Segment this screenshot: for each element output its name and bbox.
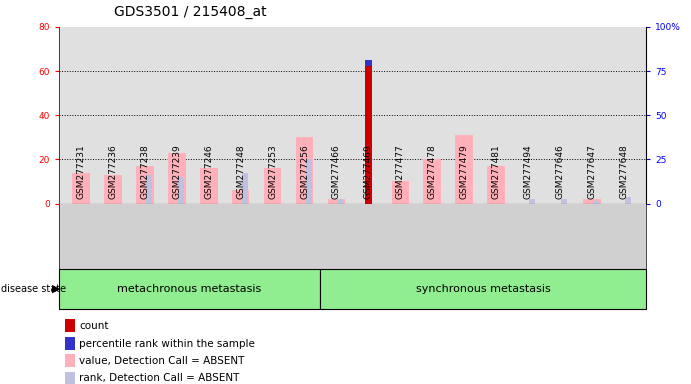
Text: synchronous metastasis: synchronous metastasis xyxy=(415,284,550,294)
Text: ▶: ▶ xyxy=(52,284,60,294)
Bar xyxy=(232,190,249,204)
Bar xyxy=(328,199,346,204)
Bar xyxy=(306,159,312,204)
Text: GDS3501 / 215408_at: GDS3501 / 215408_at xyxy=(114,5,267,19)
Bar xyxy=(73,173,90,204)
Bar xyxy=(561,199,567,204)
Bar xyxy=(365,60,372,204)
Text: value, Detection Call = ABSENT: value, Detection Call = ABSENT xyxy=(79,356,245,366)
Text: percentile rank within the sample: percentile rank within the sample xyxy=(79,339,255,349)
Bar xyxy=(65,354,75,367)
Bar xyxy=(455,135,473,204)
Bar xyxy=(625,197,631,204)
Text: metachronous metastasis: metachronous metastasis xyxy=(117,284,261,294)
Bar xyxy=(65,337,75,350)
Bar xyxy=(320,269,646,309)
Text: disease state: disease state xyxy=(1,284,66,294)
Bar xyxy=(59,269,320,309)
Bar xyxy=(65,372,75,384)
Bar xyxy=(593,201,599,204)
Bar xyxy=(365,60,372,66)
Text: rank, Detection Call = ABSENT: rank, Detection Call = ABSENT xyxy=(79,373,240,383)
Bar xyxy=(200,168,218,204)
Bar xyxy=(487,166,505,204)
Bar xyxy=(178,177,184,204)
Bar xyxy=(65,319,75,332)
Bar xyxy=(104,175,122,204)
Bar xyxy=(424,159,441,204)
Bar xyxy=(529,199,535,204)
Bar xyxy=(338,199,343,204)
Text: count: count xyxy=(79,321,108,331)
Bar xyxy=(392,182,409,204)
Bar xyxy=(146,175,152,204)
Bar xyxy=(296,137,313,204)
Bar xyxy=(264,168,281,204)
Bar xyxy=(583,199,600,204)
Bar xyxy=(461,204,468,209)
Bar xyxy=(168,153,186,204)
Bar xyxy=(136,166,153,204)
Bar xyxy=(242,173,247,204)
